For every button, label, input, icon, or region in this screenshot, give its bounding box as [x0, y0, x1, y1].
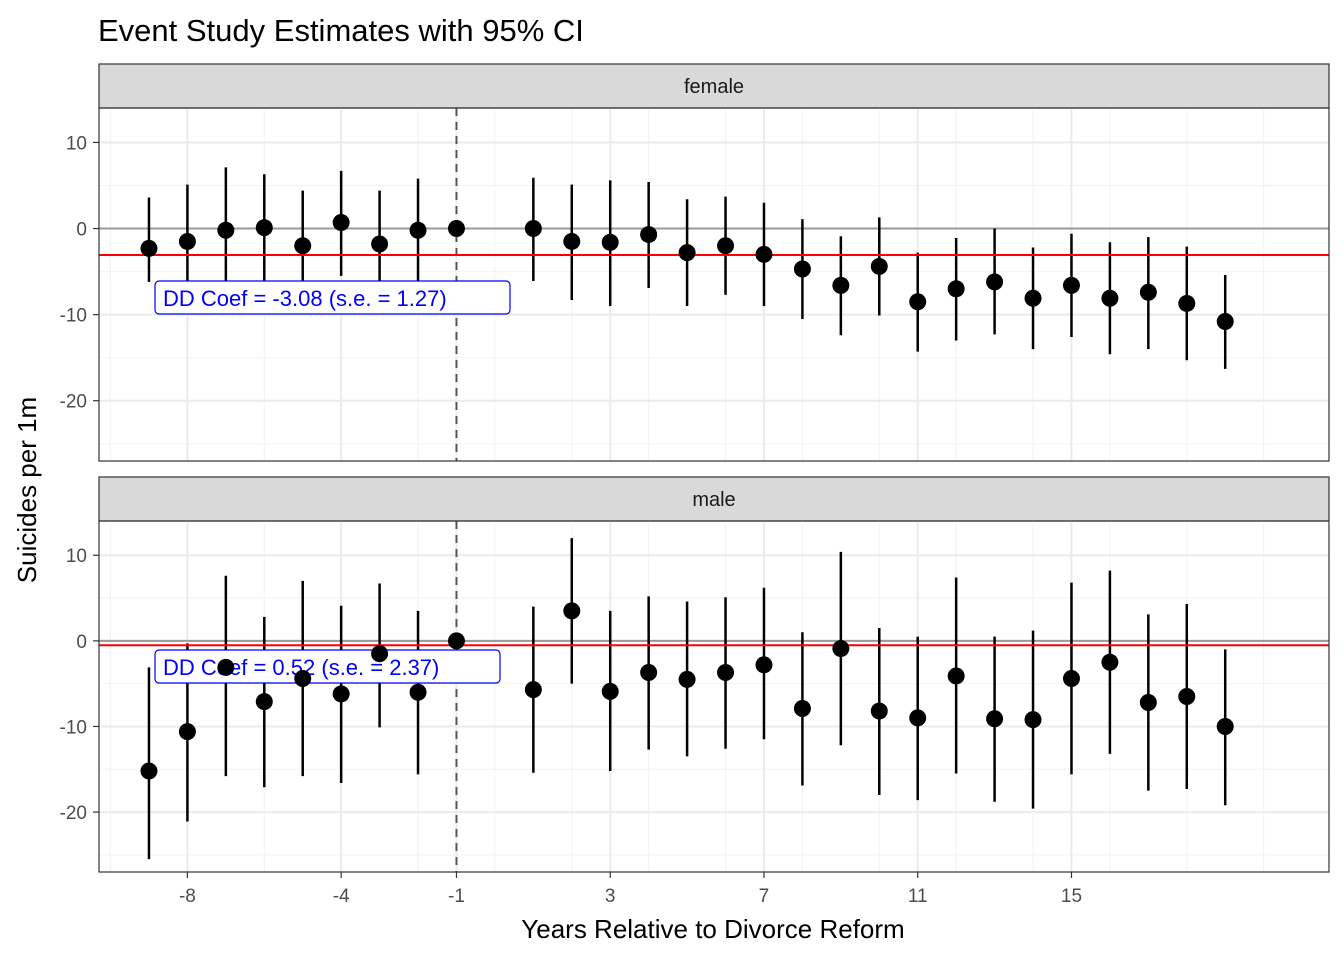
x-axis-title: Years Relative to Divorce Reform	[521, 914, 904, 944]
facet-strip-label: male	[692, 489, 735, 511]
dd-coef-label-box	[154, 649, 501, 684]
point-estimate	[678, 670, 696, 688]
point-estimate	[255, 693, 273, 711]
point-estimate	[447, 632, 465, 650]
point-estimate	[1178, 688, 1196, 705]
point-estimate	[1101, 289, 1119, 307]
point-estimate	[832, 640, 850, 658]
point-estimate	[986, 273, 1004, 291]
point-estimate	[332, 214, 350, 232]
point-estimate	[1062, 276, 1080, 294]
y-tick-label: -20	[60, 803, 87, 824]
point-estimate	[563, 232, 581, 250]
point-estimate	[409, 683, 427, 701]
chart-title: Event Study Estimates with 95% CI	[98, 13, 584, 48]
point-estimate	[870, 257, 888, 275]
facet-strip	[98, 476, 1330, 522]
y-tick-label: 10	[66, 546, 87, 567]
point-estimate	[717, 237, 735, 255]
point-estimate	[947, 667, 965, 685]
point-estimate	[601, 682, 619, 700]
point-estimate	[371, 645, 389, 663]
point-estimate	[717, 664, 735, 682]
point-estimate	[755, 656, 773, 674]
point-estimate	[294, 670, 312, 688]
point-estimate	[563, 602, 581, 620]
x-tick-label: 7	[759, 886, 770, 907]
y-tick-label: -10	[60, 306, 87, 327]
y-axis-title: Suicides per 1m	[12, 397, 42, 583]
panel-border	[98, 520, 1330, 873]
point-estimate	[986, 710, 1004, 728]
x-tick-label: 15	[1061, 886, 1082, 907]
facet-strip-label: female	[684, 76, 744, 98]
dd-coef-label-box	[154, 280, 511, 315]
point-estimate	[294, 237, 312, 255]
point-estimate	[1178, 294, 1196, 312]
point-estimate	[1139, 283, 1157, 301]
point-estimate	[640, 664, 658, 682]
point-estimate	[601, 233, 619, 251]
facet-panels: female DD Coef = -3.08 (s.e. = 1.27) 10 0 -1…	[60, 63, 1330, 907]
point-estimate	[217, 658, 235, 676]
point-estimate	[332, 685, 350, 703]
facet-strip	[98, 63, 1330, 109]
x-tick-label: -1	[448, 886, 465, 907]
point-estimate	[1216, 717, 1234, 735]
y-tick-label: 10	[66, 133, 87, 154]
x-tick-label: 11	[908, 886, 928, 907]
point-estimate	[793, 260, 811, 278]
point-estimate	[140, 239, 158, 257]
y-tick-label: 0	[76, 632, 87, 653]
point-estimate	[371, 235, 389, 253]
point-estimate	[447, 220, 465, 238]
y-tick-label: 0	[76, 220, 87, 241]
point-estimate	[832, 276, 850, 294]
point-estimate	[755, 245, 773, 263]
point-estimate	[947, 280, 965, 298]
point-estimate	[524, 681, 542, 699]
point-estimate	[1024, 711, 1042, 729]
point-estimate	[524, 220, 542, 238]
point-estimate	[1062, 670, 1080, 688]
x-tick-label: -4	[333, 886, 350, 907]
point-estimate	[1216, 313, 1234, 331]
point-estimate	[678, 244, 696, 262]
x-tick-label: -8	[179, 886, 196, 907]
x-tick-label: 3	[605, 886, 616, 907]
point-estimate	[640, 226, 658, 244]
point-estimate	[793, 699, 811, 717]
point-estimate	[409, 221, 427, 239]
point-estimate	[178, 723, 196, 741]
point-estimate	[1101, 653, 1119, 671]
point-estimate	[870, 702, 888, 720]
point-estimate	[217, 221, 235, 239]
point-estimate	[178, 232, 196, 250]
point-estimate	[255, 219, 273, 237]
point-estimate	[909, 293, 927, 311]
y-tick-label: -10	[60, 717, 87, 738]
facet-panel-female: female DD Coef = -3.08 (s.e. = 1.27) 10 0 -1…	[60, 63, 1330, 462]
point-estimate	[140, 762, 158, 780]
point-estimate	[1139, 693, 1157, 711]
dd-coef-label: DD Coef = -3.08 (s.e. = 1.27)	[163, 286, 447, 311]
y-tick-label: -20	[60, 392, 87, 413]
point-estimate	[1024, 289, 1042, 307]
panel-border	[98, 107, 1330, 462]
point-estimate	[909, 709, 927, 727]
